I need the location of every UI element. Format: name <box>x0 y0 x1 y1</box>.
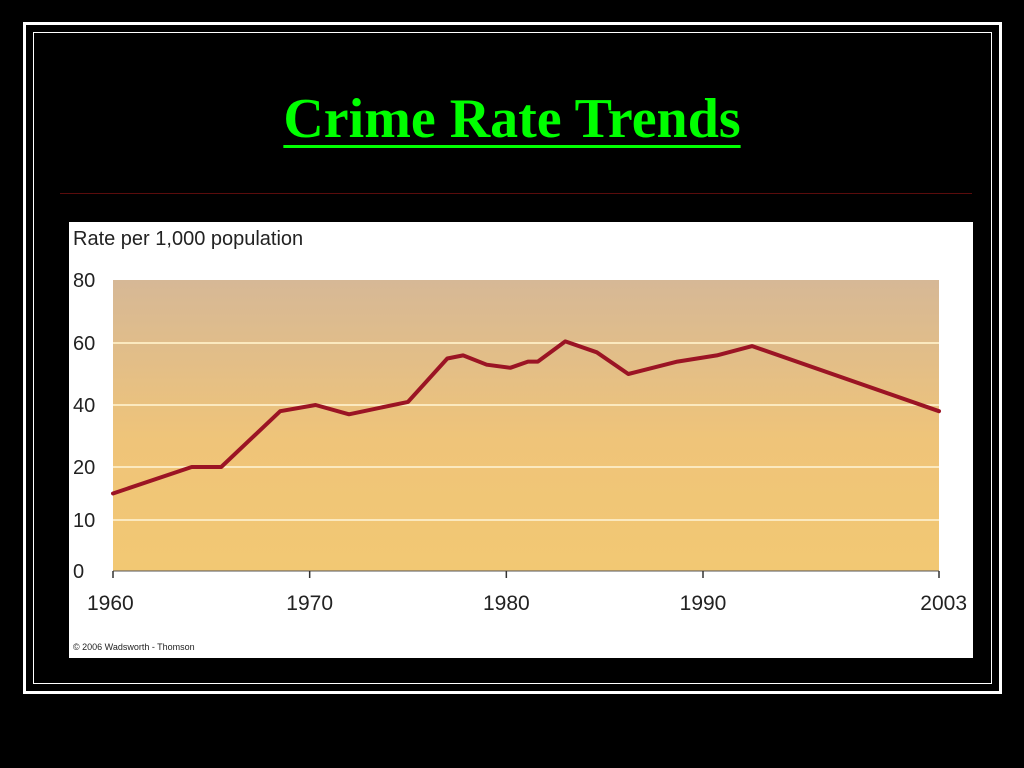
copyright-credit: © 2006 Wadsworth - Thomson <box>73 642 195 652</box>
slide-inner-border <box>33 32 992 684</box>
y-axis-label: Rate per 1,000 population <box>73 228 303 250</box>
x-axis-ticks: 1960 1970 1980 1990 2003 <box>87 570 967 615</box>
series-group <box>111 339 941 496</box>
line-chart: 0 10 20 40 60 80 1960 1970 1980 1990 2003 Rate pe… <box>73 228 967 652</box>
y-tick-label: 20 <box>73 457 95 479</box>
y-tick-label: 40 <box>73 395 95 417</box>
x-tick-label: 1980 <box>483 592 530 615</box>
crime-rate-line <box>111 339 941 496</box>
y-tick-label: 0 <box>73 561 84 583</box>
chart-panel: 0 10 20 40 60 80 1960 1970 1980 1990 2003 Rate pe… <box>69 222 973 658</box>
x-tick-label: 1990 <box>680 592 727 615</box>
x-tick-label: 1970 <box>286 592 333 615</box>
y-axis-ticks: 0 10 20 40 60 80 <box>73 270 95 583</box>
y-tick-label: 80 <box>73 270 95 292</box>
x-tick-label: 1960 <box>87 592 134 615</box>
slide-title: Crime Rate Trends <box>283 88 741 150</box>
y-tick-label: 10 <box>73 510 95 532</box>
title-divider <box>60 193 972 194</box>
y-tick-label: 60 <box>73 333 95 355</box>
grid-lines <box>113 342 939 521</box>
x-tick-label: 2003 <box>920 592 967 615</box>
slide-outer-border <box>23 22 1002 694</box>
plot-area <box>113 280 939 571</box>
